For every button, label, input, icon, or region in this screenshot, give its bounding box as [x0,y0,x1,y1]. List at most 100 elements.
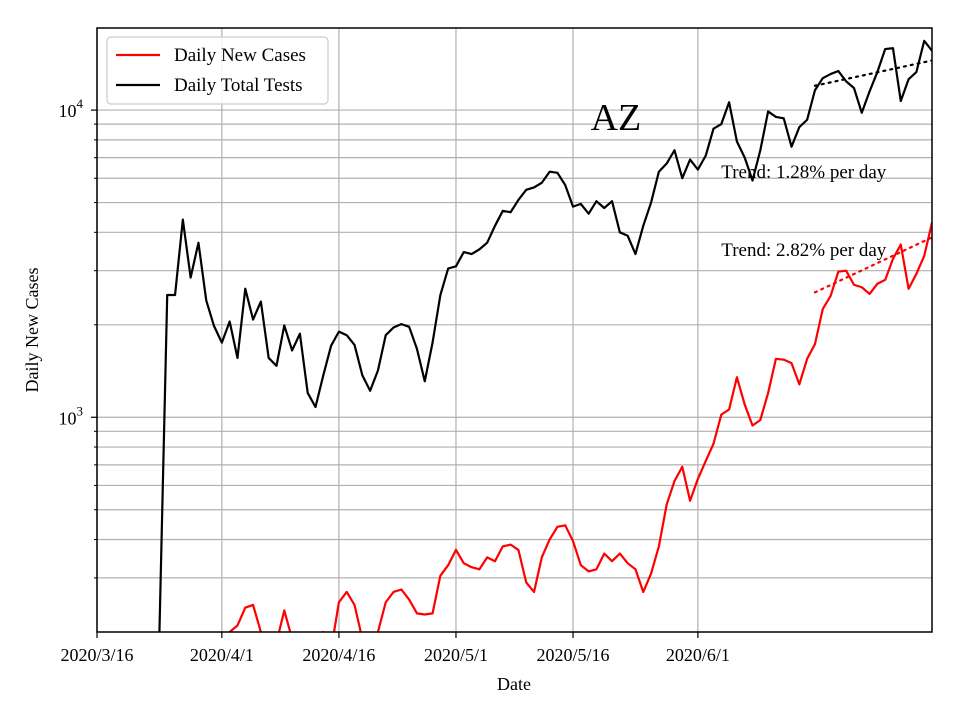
data-point-daily-new-cases [806,357,809,360]
data-point-daily-total-tests [853,87,855,89]
data-point-daily-new-cases [509,543,512,546]
data-point-daily-new-cases [626,562,629,565]
data-point-daily-new-cases [315,638,317,640]
data-point-daily-total-tests [174,294,176,296]
data-point-daily-total-tests [517,199,520,201]
data-point-daily-new-cases [595,568,598,571]
data-point-daily-new-cases [525,581,528,584]
x-axis-label: Date [497,674,531,694]
data-point-daily-new-cases [338,601,340,604]
data-point-daily-total-tests [556,171,559,174]
data-point-daily-new-cases [244,606,247,609]
data-point-daily-new-cases [650,572,652,575]
data-point-daily-total-tests [345,334,348,337]
data-point-daily-total-tests [712,127,715,130]
data-point-daily-total-tests [798,126,801,129]
data-point-daily-total-tests [579,202,582,205]
data-point-daily-total-tests [899,100,902,102]
data-point-daily-total-tests [767,110,770,113]
data-point-daily-total-tests [618,231,621,234]
data-point-daily-new-cases [392,591,395,593]
data-point-daily-total-tests [829,73,832,75]
data-point-daily-new-cases [579,564,582,567]
legend-box [106,36,329,105]
data-point-daily-total-tests [626,234,629,237]
data-point-daily-total-tests [291,349,293,352]
data-point-daily-new-cases [353,604,356,606]
data-point-daily-total-tests [884,48,887,50]
data-point-daily-new-cases [751,424,754,427]
data-point-daily-total-tests [259,300,262,303]
data-point-daily-total-tests [814,89,816,92]
data-point-daily-new-cases [369,642,371,644]
legend-label-daily-total-tests: Daily Total Tests [174,75,303,96]
data-point-daily-total-tests [533,186,535,189]
data-point-daily-new-cases [236,624,239,627]
data-point-daily-new-cases [814,343,816,346]
data-point-daily-new-cases [268,634,270,636]
y-tick-label: 103 [59,403,84,428]
data-point-daily-total-tests [681,177,684,180]
data-point-daily-new-cases [439,574,442,577]
data-point-daily-new-cases [790,362,793,365]
data-point-daily-new-cases [642,591,645,593]
data-point-daily-new-cases [728,408,730,411]
data-point-daily-new-cases [821,308,824,310]
data-point-daily-new-cases [501,545,504,548]
data-point-daily-new-cases [782,358,785,361]
y-axis-label: Daily New Cases [22,268,42,393]
data-point-daily-total-tests [181,218,184,221]
data-point-daily-total-tests [548,170,551,173]
x-tick-label: 2020/5/16 [537,645,610,665]
data-point-daily-total-tests [361,374,364,377]
data-point-daily-new-cases [868,293,871,295]
data-point-daily-total-tests [205,299,208,302]
data-point-daily-total-tests [213,325,215,328]
data-point-daily-total-tests [228,320,231,323]
data-point-daily-new-cases [556,525,559,528]
x-tick-label: 2020/4/1 [190,645,254,665]
data-point-daily-new-cases [548,538,551,541]
data-point-daily-new-cases [876,282,879,285]
axes: 2020/3/16 2020/4/1 2020/4/16 2020/5/1 2020/5… [59,96,887,665]
data-point-daily-new-cases [681,465,684,468]
data-point-daily-new-cases [478,568,481,571]
data-point-daily-total-tests [377,369,379,372]
data-point-daily-new-cases [798,383,801,386]
data-point-daily-new-cases [712,442,715,445]
data-point-daily-total-tests [689,158,691,161]
data-point-daily-total-tests [611,200,613,203]
data-point-daily-new-cases [657,545,660,548]
data-point-daily-total-tests [299,332,301,335]
data-point-daily-new-cases [759,419,762,421]
data-point-daily-total-tests [736,140,738,143]
data-point-daily-new-cases [704,460,707,462]
data-point-daily-total-tests [564,184,567,186]
data-point-daily-new-cases [447,564,450,567]
data-point-daily-new-cases [829,295,832,297]
data-point-daily-total-tests [790,145,793,148]
data-point-daily-new-cases [915,272,918,275]
data-point-daily-total-tests [486,241,489,244]
trend-annotation: Trend: 2.82% per day [721,240,886,261]
data-point-daily-total-tests [166,294,169,296]
data-point-daily-total-tests [915,71,918,73]
data-point-daily-total-tests [423,380,426,383]
data-point-daily-total-tests [696,168,699,171]
data-point-daily-new-cases [408,598,411,601]
data-point-daily-total-tests [408,325,411,328]
trend-line [813,59,932,87]
data-point-daily-total-tests [860,111,863,114]
data-point-daily-new-cases [361,638,363,640]
data-point-daily-new-cases [907,287,910,290]
data-point-daily-new-cases [307,642,309,644]
data-point-daily-new-cases [572,540,574,543]
data-point-daily-total-tests [392,326,395,329]
data-point-daily-total-tests [353,344,356,346]
data-point-daily-new-cases [939,225,941,227]
data-point-daily-new-cases [884,279,887,281]
state-annotation: AZ [591,97,642,139]
data-point-daily-total-tests [314,406,317,408]
data-point-daily-total-tests [657,170,660,173]
